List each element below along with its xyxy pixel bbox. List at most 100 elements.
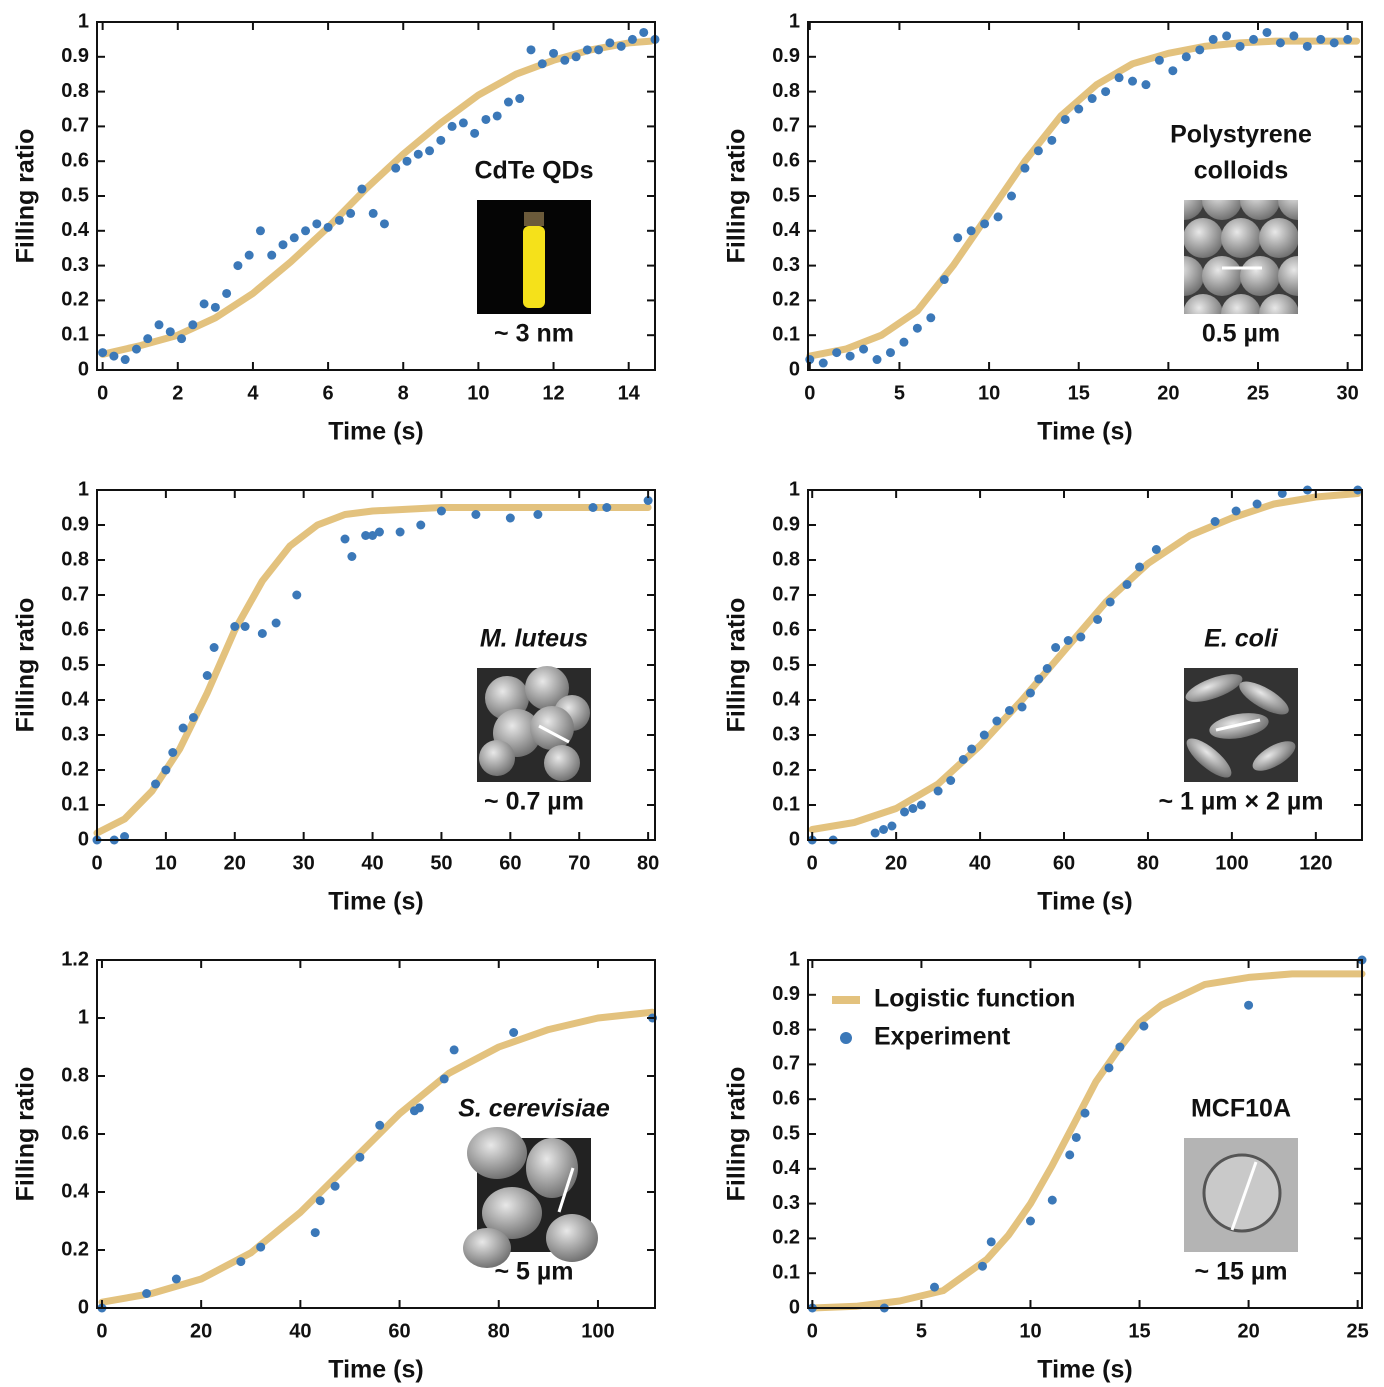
y-tick-label: 0.5	[772, 653, 800, 675]
fit-line	[806, 37, 1361, 360]
y-tick-label: 0	[789, 828, 800, 850]
data-point	[1025, 688, 1035, 698]
data-point	[1262, 27, 1272, 37]
clip	[1184, 175, 1298, 200]
data-point	[413, 149, 423, 159]
data-point	[1076, 632, 1086, 642]
vial	[523, 226, 545, 308]
data-point	[323, 222, 333, 232]
data-point	[142, 1289, 152, 1298]
y-tick-label: 0.9	[772, 513, 800, 535]
data-point	[436, 135, 446, 145]
data-point	[993, 212, 1003, 222]
y-tick-label: 0.3	[772, 254, 800, 276]
inset-caption: ~ 5 µm	[494, 1258, 573, 1286]
cell	[546, 1214, 598, 1262]
data-point	[178, 723, 188, 733]
x-tick-label: 40	[289, 1320, 311, 1342]
x-tick-label: 80	[488, 1320, 510, 1342]
data-point	[202, 671, 212, 680]
data-point	[416, 520, 426, 530]
x-tick-label: 50	[430, 852, 452, 874]
y-tick-label: 1	[78, 478, 89, 500]
data-point	[492, 111, 502, 121]
data-point	[154, 320, 164, 330]
data-point	[1087, 94, 1097, 104]
data-point	[278, 240, 288, 250]
data-point	[98, 348, 108, 358]
data-point	[255, 226, 265, 236]
data-point	[1074, 104, 1084, 114]
particle	[1202, 256, 1242, 296]
data-point	[210, 302, 220, 312]
data-point	[912, 323, 922, 333]
data-point	[859, 344, 869, 354]
data-point	[347, 552, 357, 561]
cell	[1252, 741, 1296, 771]
data-point	[560, 55, 570, 65]
data-point	[503, 97, 513, 107]
data-point	[161, 765, 171, 775]
data-point	[188, 713, 198, 722]
data-point	[1114, 73, 1124, 83]
x-tick-label: 20	[190, 1320, 212, 1342]
data-point	[1343, 34, 1353, 44]
data-point	[1034, 674, 1044, 684]
data-point	[966, 226, 976, 236]
data-point	[1071, 1132, 1081, 1142]
data-point	[926, 313, 936, 323]
data-point	[1017, 702, 1027, 712]
data-point	[526, 45, 536, 55]
y-tick-label: 0.6	[61, 618, 89, 640]
clip	[1184, 314, 1298, 339]
data-point	[256, 1242, 266, 1252]
x-tick-label: 60	[388, 1320, 410, 1342]
x-tick-label: 100	[1215, 852, 1248, 874]
y-axis-label: Filling ratio	[723, 1067, 751, 1202]
y-tick-label: 0.5	[772, 1122, 800, 1144]
data-point	[1275, 38, 1285, 48]
data-point	[374, 527, 384, 537]
data-point	[1141, 80, 1151, 90]
data-point	[900, 807, 910, 817]
x-tick-label: 30	[1337, 382, 1359, 404]
data-point	[832, 348, 842, 358]
y-tick-label: 0.2	[772, 1227, 800, 1249]
data-point	[1154, 55, 1164, 65]
data-point	[168, 748, 178, 757]
x-tick-label: 20	[1157, 382, 1179, 404]
data-point	[977, 1261, 987, 1271]
data-point	[639, 27, 649, 37]
data-point	[233, 261, 243, 271]
y-tick-label: 0.3	[772, 1192, 800, 1214]
y-tick-label: 0.7	[61, 115, 89, 137]
data-point	[1151, 545, 1161, 554]
x-tick-label: 0	[91, 852, 102, 874]
x-tick-label: 120	[1299, 852, 1332, 874]
x-axis-label: Time (s)	[1037, 888, 1132, 916]
data-point	[120, 832, 130, 841]
data-point	[908, 804, 918, 813]
y-tick-label: 0.4	[61, 219, 90, 241]
y-tick-label: 0.1	[61, 323, 89, 345]
data-point	[481, 114, 491, 124]
x-tick-label: 40	[969, 852, 991, 874]
y-axis-label: Filling ratio	[12, 598, 40, 733]
y-tick-label: 0.7	[772, 583, 800, 605]
data-point	[899, 337, 909, 347]
cell	[525, 666, 569, 710]
y-tick-label: 0.3	[61, 723, 89, 745]
data-point	[992, 716, 1002, 726]
inset-title: colloids	[1194, 157, 1288, 185]
cell	[1185, 674, 1243, 702]
x-tick-label: 25	[1247, 382, 1269, 404]
y-tick-label: 0.3	[772, 723, 800, 745]
data-point	[571, 52, 581, 62]
y-tick-label: 0.2	[61, 1238, 89, 1260]
data-point	[879, 825, 889, 834]
data-point	[1181, 52, 1191, 62]
x-tick-label: 5	[894, 382, 905, 404]
y-tick-label: 0.9	[61, 513, 89, 535]
data-point	[1051, 643, 1061, 652]
